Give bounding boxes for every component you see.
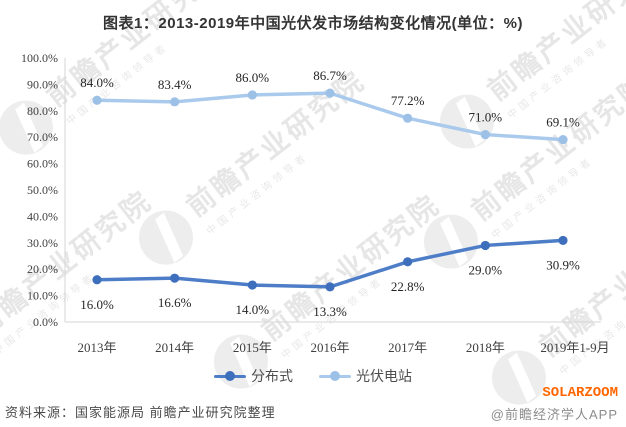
data-point-marker: [480, 129, 490, 140]
y-axis-tick-label: 10.0%: [27, 289, 58, 303]
legend-item-pv-station[interactable]: 光伏电站: [319, 366, 412, 386]
data-value-label: 84.0%: [80, 75, 114, 90]
data-value-label: 83.4%: [158, 77, 192, 92]
y-axis-tick-label: 60.0%: [27, 157, 58, 171]
legend-label-pv-station: 光伏电站: [356, 370, 412, 385]
x-axis-tick-label: 2019年1-9月: [540, 340, 609, 355]
x-axis-tick-label: 2018年: [466, 340, 505, 355]
legend-item-distributed[interactable]: 分布式: [214, 366, 293, 386]
data-point-marker: [170, 97, 180, 107]
data-value-label: 30.9%: [546, 257, 580, 272]
data-point-marker: [92, 95, 102, 105]
legend-label-distributed: 分布式: [251, 370, 293, 385]
data-value-label: 77.2%: [391, 93, 425, 108]
data-point-marker: [480, 240, 490, 251]
data-point-marker: [558, 235, 568, 246]
x-axis-tick-label: 2017年: [388, 340, 427, 355]
x-axis-tick-label: 2015年: [233, 340, 272, 355]
data-value-label: 22.8%: [391, 279, 425, 294]
y-axis-tick-label: 90.0%: [27, 77, 58, 91]
data-value-label: 13.3%: [313, 304, 347, 319]
y-axis-tick-label: 40.0%: [27, 209, 58, 223]
data-value-label: 14.0%: [236, 302, 270, 317]
data-value-label: 86.7%: [313, 68, 347, 83]
solarzoom-logo: SOLARZOOM: [542, 385, 618, 401]
data-source-note: 资料来源：国家能源局 前瞻产业研究院整理: [5, 405, 276, 420]
legend-line-marker-icon: [319, 371, 351, 381]
chart-legend: 分布式 光伏电站: [0, 366, 626, 386]
data-value-label: 29.0%: [469, 262, 503, 277]
data-value-label: 71.0%: [469, 110, 503, 125]
data-value-label: 16.6%: [158, 295, 192, 310]
data-value-label: 86.0%: [236, 70, 270, 85]
y-axis-tick-label: 20.0%: [27, 262, 58, 276]
y-axis-tick-label: 80.0%: [27, 104, 58, 118]
line-chart: 0.0% 10.0% 20.0% 30.0% 40.0% 50.0% 60.0% 70.0% 8…: [21, 51, 610, 355]
chart-title: 图表1：2013-2019年中国光伏发市场结构变化情况(单位：%): [103, 15, 523, 32]
data-value-label: 69.1%: [546, 115, 580, 130]
x-axis-tick-label: 2014年: [155, 340, 194, 355]
y-axis-tick-label: 50.0%: [27, 183, 58, 197]
data-point-marker: [325, 282, 335, 292]
x-axis-tick-label: 2016年: [310, 340, 349, 355]
data-point-marker: [403, 113, 413, 123]
legend-line-marker-icon: [214, 371, 246, 381]
data-point-marker: [325, 88, 335, 98]
app-credit: @前瞻经济学人APP: [490, 407, 618, 422]
data-point-marker: [247, 90, 257, 100]
data-point-marker: [170, 273, 180, 283]
data-point-marker: [247, 280, 257, 290]
y-axis-tick-label: 70.0%: [27, 130, 58, 144]
y-axis-tick-label: 0.0%: [33, 315, 58, 329]
y-axis-tick-label: 30.0%: [27, 236, 58, 250]
data-point-marker: [403, 257, 413, 267]
x-axis-tick-label: 2013年: [77, 340, 116, 355]
y-axis-tick-label: 100.0%: [21, 51, 58, 65]
data-point-marker: [92, 275, 102, 285]
data-point-marker: [558, 134, 568, 145]
data-value-label: 16.0%: [80, 297, 114, 312]
